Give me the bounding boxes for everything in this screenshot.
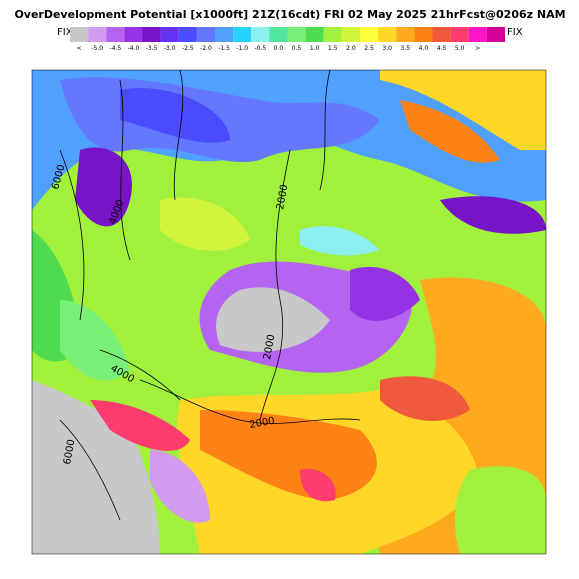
colorbar-label: -3.5 — [146, 45, 158, 52]
colorbar-swatch — [124, 27, 143, 42]
colorbar-swatch — [486, 27, 505, 42]
colorbar-label: > — [475, 45, 480, 52]
colorbar-swatch — [88, 27, 107, 42]
colorbar-swatch — [432, 27, 451, 42]
colorbar-label: 2.0 — [346, 45, 356, 52]
colorbar-label: -1.5 — [218, 45, 230, 52]
contour-label: 2000 — [262, 334, 277, 361]
colorbar-swatch — [196, 27, 215, 42]
colorbar-swatch — [468, 27, 487, 42]
colorbar-label: 0.0 — [274, 45, 284, 52]
colorbar-swatch — [70, 27, 89, 42]
map-frame — [31, 69, 547, 555]
colorbar-swatch — [323, 27, 342, 42]
colorbar-label: 4.0 — [419, 45, 429, 52]
colorbar-swatch — [215, 27, 234, 42]
colorbar-label: 4.5 — [437, 45, 447, 52]
map-field: 6000 4000 2000 2000 4000 2000 6000 — [32, 70, 546, 554]
contour-label: 2000 — [249, 416, 276, 431]
colorbar-swatch — [178, 27, 197, 42]
colorbar-swatch — [341, 27, 360, 42]
colorbar-label: < — [77, 45, 82, 52]
colorbar-swatch — [106, 27, 125, 42]
colorbar-swatch — [396, 27, 415, 42]
colorbar-label: 3.5 — [401, 45, 411, 52]
colorbar-swatch — [160, 27, 179, 42]
colorbar-label: -1.0 — [236, 45, 248, 52]
colorbar-label: -0.5 — [254, 45, 266, 52]
colorbar-label: -4.0 — [128, 45, 140, 52]
colorbar-swatch — [305, 27, 324, 42]
colorbar-label: 5.0 — [455, 45, 465, 52]
colorbar-label: 0.5 — [292, 45, 302, 52]
fix-left: FIX — [57, 27, 73, 38]
colorbar-label: -2.5 — [182, 45, 194, 52]
colorbar-label: -2.0 — [200, 45, 212, 52]
colorbar-swatch — [233, 27, 252, 42]
colorbar-label: 2.5 — [364, 45, 374, 52]
colorbar-swatch — [378, 27, 397, 42]
fix-right: FIX — [507, 27, 523, 38]
colorbar-label: 1.5 — [328, 45, 338, 52]
colorbar-swatch — [414, 27, 433, 42]
colorbar-label: 3.0 — [382, 45, 392, 52]
colorbar-swatch — [287, 27, 306, 42]
colorbar-swatch — [251, 27, 270, 42]
colorbar-swatch — [269, 27, 288, 42]
colorbar-swatch — [450, 27, 469, 42]
colorbar: < -5.0 -4.5 -4.0 -3.5 -3.0 -2.5 -2.0 -1.5 -1.0 -0.… — [70, 27, 505, 52]
colorbar-label: 1.0 — [310, 45, 320, 52]
contour-label: 2000 — [275, 184, 290, 211]
colorbar-swatch — [142, 27, 161, 42]
colorbar-label: -5.0 — [91, 45, 103, 52]
colorbar-label: -3.0 — [164, 45, 176, 52]
title: OverDevelopment Potential [x1000ft] 21Z(… — [14, 8, 565, 21]
colorbar-swatch — [360, 27, 379, 42]
colorbar-label: -4.5 — [109, 45, 121, 52]
contour-label: 6000 — [62, 439, 77, 466]
